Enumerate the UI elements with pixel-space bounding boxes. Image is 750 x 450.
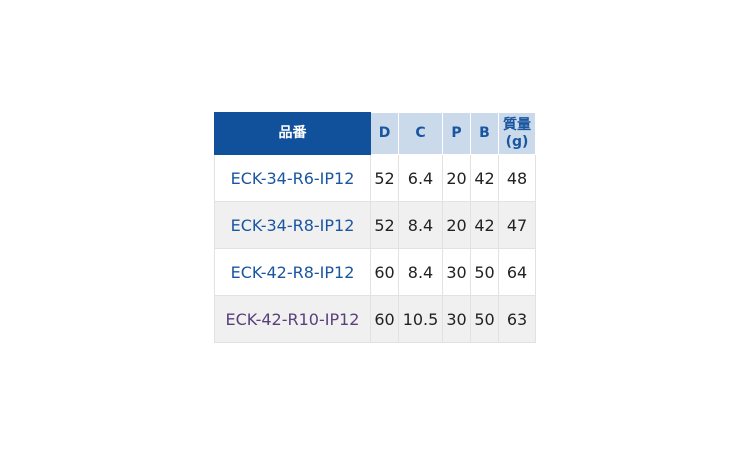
cell-mass: 48 [498, 154, 536, 202]
table-row: ECK-34-R6-IP12 52 6.4 20 42 48 [214, 154, 536, 202]
cell-mass: 63 [498, 295, 536, 343]
cell-p: 20 [442, 154, 471, 202]
table-row: ECK-42-R8-IP12 60 8.4 30 50 64 [214, 248, 536, 296]
cell-b: 42 [470, 154, 499, 202]
header-b: B [470, 112, 499, 155]
header-row: 品番 D C P B 質量 (g) [214, 112, 536, 155]
header-part-number: 品番 [214, 112, 371, 155]
cell-d: 60 [370, 295, 399, 343]
table-row: ECK-34-R8-IP12 52 8.4 20 42 47 [214, 201, 536, 249]
product-spec-table: 品番 D C P B 質量 (g) ECK-34-R6-IP12 52 6.4 2… [214, 112, 536, 343]
cell-c: 8.4 [398, 248, 443, 296]
cell-c: 10.5 [398, 295, 443, 343]
part-link[interactable]: ECK-34-R8-IP12 [230, 215, 355, 235]
cell-d: 52 [370, 201, 399, 249]
cell-b: 50 [470, 295, 499, 343]
cell-b: 50 [470, 248, 499, 296]
mass-label: 質量 [503, 116, 531, 133]
cell-d: 52 [370, 154, 399, 202]
part-link[interactable]: ECK-42-R8-IP12 [230, 262, 355, 282]
cell-mass: 64 [498, 248, 536, 296]
cell-p: 30 [442, 248, 471, 296]
mass-unit: (g) [505, 133, 529, 150]
part-link[interactable]: ECK-42-R10-IP12 [225, 309, 360, 329]
cell-c: 8.4 [398, 201, 443, 249]
header-mass: 質量 (g) [498, 112, 536, 155]
cell-p: 20 [442, 201, 471, 249]
cell-p: 30 [442, 295, 471, 343]
cell-d: 60 [370, 248, 399, 296]
table-row: ECK-42-R10-IP12 60 10.5 30 50 63 [214, 295, 536, 343]
header-c: C [398, 112, 443, 155]
header-d: D [370, 112, 399, 155]
header-p: P [442, 112, 471, 155]
cell-c: 6.4 [398, 154, 443, 202]
cell-b: 42 [470, 201, 499, 249]
cell-mass: 47 [498, 201, 536, 249]
part-link[interactable]: ECK-34-R6-IP12 [230, 168, 355, 188]
